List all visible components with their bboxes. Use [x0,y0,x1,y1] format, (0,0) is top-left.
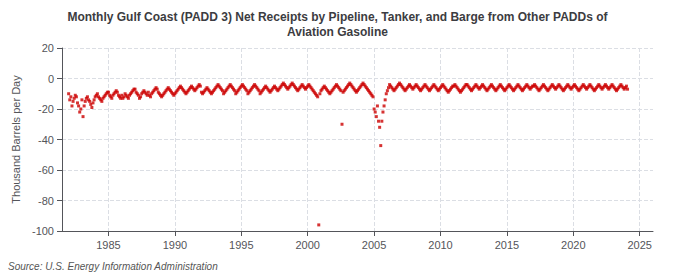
svg-text:-40: -40 [38,134,54,146]
svg-text:Thousand Barrels per Day: Thousand Barrels per Day [10,75,22,204]
svg-text:1990: 1990 [163,239,187,251]
svg-text:-80: -80 [38,195,54,207]
svg-text:2015: 2015 [495,239,519,251]
svg-text:2005: 2005 [362,239,386,251]
svg-text:0: 0 [48,73,54,85]
svg-text:20: 20 [42,42,54,54]
svg-text:2025: 2025 [627,239,651,251]
svg-text:Aviation Gasoline: Aviation Gasoline [287,25,388,39]
svg-text:-20: -20 [38,103,54,115]
svg-text:-60: -60 [38,164,54,176]
svg-text:2000: 2000 [295,239,319,251]
svg-text:Source: U.S. Energy Informatio: Source: U.S. Energy Information Administ… [8,261,218,272]
svg-text:2010: 2010 [428,239,452,251]
svg-text:Monthly Gulf Coast (PADD 3) Ne: Monthly Gulf Coast (PADD 3) Net Receipts… [67,10,608,24]
svg-text:-100: -100 [32,225,54,237]
svg-text:1985: 1985 [96,239,120,251]
svg-text:1995: 1995 [229,239,253,251]
svg-text:2020: 2020 [561,239,585,251]
